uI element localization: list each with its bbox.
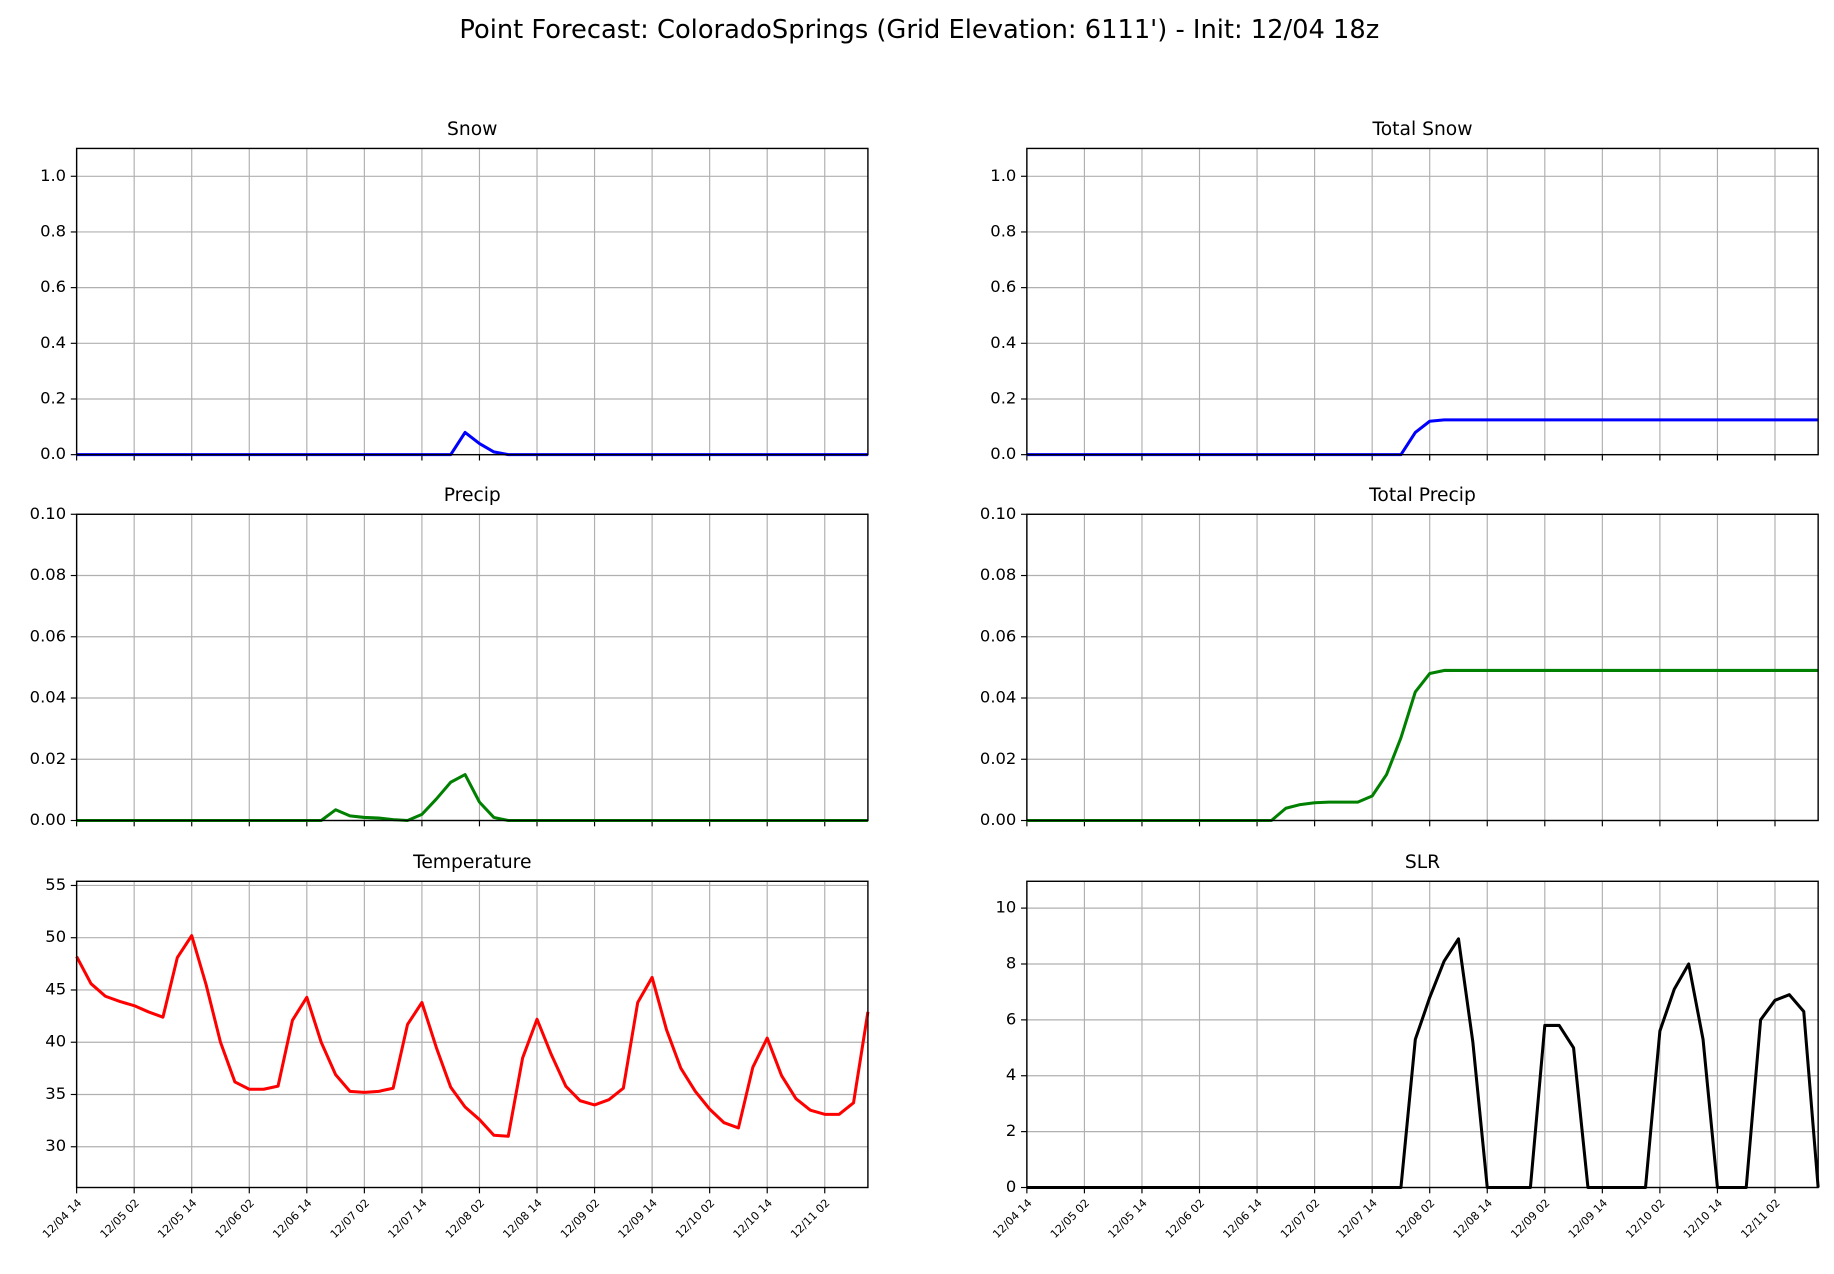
axes-frame xyxy=(75,513,869,822)
y-tick-label: 0.2 xyxy=(40,388,66,407)
y-tick-label: 0.6 xyxy=(40,277,66,296)
panel-title: Snow xyxy=(447,119,497,140)
axes-frame xyxy=(75,880,869,1189)
y-tick-label: 2 xyxy=(1006,1121,1016,1140)
y-tick-label: 55 xyxy=(45,875,66,894)
y-tick-label: 0.0 xyxy=(40,444,66,463)
y-tick-label: 0.00 xyxy=(980,810,1016,829)
y-tick-label: 40 xyxy=(45,1032,66,1051)
panel-title: Precip xyxy=(444,485,501,506)
y-tick-label: 0.06 xyxy=(30,626,66,645)
data-line xyxy=(75,934,870,1138)
y-tick-label: 0.2 xyxy=(990,388,1016,407)
y-tick-label: 4 xyxy=(1006,1065,1016,1084)
y-tick-label: 0.02 xyxy=(980,749,1016,768)
y-tick-label: 0.8 xyxy=(990,221,1016,240)
figure-title: Point Forecast: ColoradoSprings (Grid El… xyxy=(459,15,1379,45)
y-tick-label: 45 xyxy=(45,979,66,998)
y-tick-label: 6 xyxy=(1006,1009,1016,1028)
y-tick-label: 0 xyxy=(1006,1177,1016,1196)
panel-title: Temperature xyxy=(412,852,531,873)
y-tick-label: 1.0 xyxy=(40,166,66,185)
y-tick-label: 0.04 xyxy=(980,688,1016,707)
panel-title: SLR xyxy=(1405,852,1440,873)
y-tick-label: 0.04 xyxy=(30,688,66,707)
y-tick-label: 0.02 xyxy=(30,749,66,768)
y-tick-label: 0.08 xyxy=(30,565,66,584)
y-tick-label: 0.0 xyxy=(990,444,1016,463)
y-tick-label: 0.6 xyxy=(990,277,1016,296)
axes-frame xyxy=(1026,880,1819,1189)
y-tick-label: 8 xyxy=(1006,953,1016,972)
y-tick-label: 0.00 xyxy=(30,810,66,829)
y-tick-label: 35 xyxy=(45,1084,66,1103)
y-tick-label: 0.10 xyxy=(980,504,1016,523)
y-tick-label: 0.4 xyxy=(40,333,66,352)
panel-title: Total Snow xyxy=(1372,119,1473,140)
y-tick-label: 0.06 xyxy=(980,626,1016,645)
y-tick-label: 50 xyxy=(45,927,66,946)
axes-frame xyxy=(1026,513,1819,822)
y-tick-label: 0.08 xyxy=(980,565,1016,584)
y-tick-label: 0.4 xyxy=(990,333,1016,352)
axes-frame xyxy=(75,147,869,456)
y-tick-label: 0.8 xyxy=(40,221,66,240)
y-tick-label: 0.10 xyxy=(30,504,66,523)
y-tick-label: 1.0 xyxy=(990,166,1016,185)
axes-frame xyxy=(1026,147,1819,456)
y-tick-label: 10 xyxy=(996,898,1017,917)
panel-title: Total Precip xyxy=(1368,485,1476,506)
y-tick-label: 30 xyxy=(45,1136,66,1155)
